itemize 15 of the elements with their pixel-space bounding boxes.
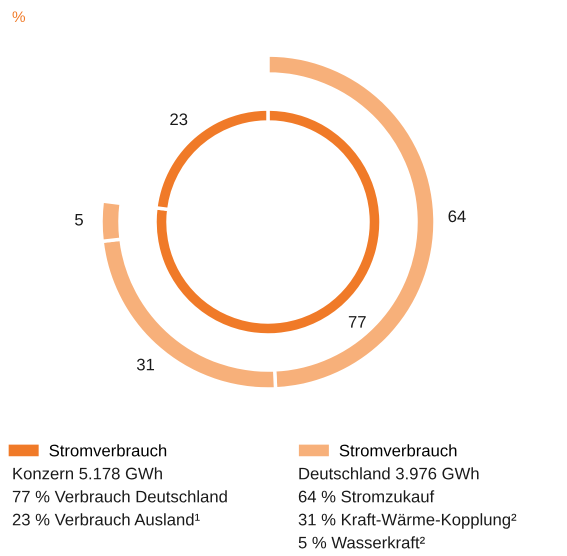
data-label: 77	[348, 316, 366, 328]
text: 64 % Stromzukauf	[298, 490, 434, 502]
legend-label: Stromverbrauch	[340, 444, 456, 456]
data-label: 64	[448, 210, 466, 222]
text: 31 % Kraft-Wärme-Kopplung²	[298, 513, 516, 529]
data-label: 23	[170, 113, 188, 126]
data-label: 5	[75, 214, 83, 226]
text: 77 % Verbrauch Deutschland	[12, 490, 227, 502]
legend-label: Stromverbrauch	[49, 444, 166, 456]
data-label: 31	[136, 358, 154, 370]
text: %	[12, 11, 26, 22]
text: Deutschland 3.976 GWh	[299, 467, 478, 480]
text: 23 % Verbrauch Ausland¹	[12, 513, 200, 526]
text: Konzern 5.178 GWh	[13, 467, 162, 480]
text: 5 % Wasserkraft²	[298, 536, 425, 548]
